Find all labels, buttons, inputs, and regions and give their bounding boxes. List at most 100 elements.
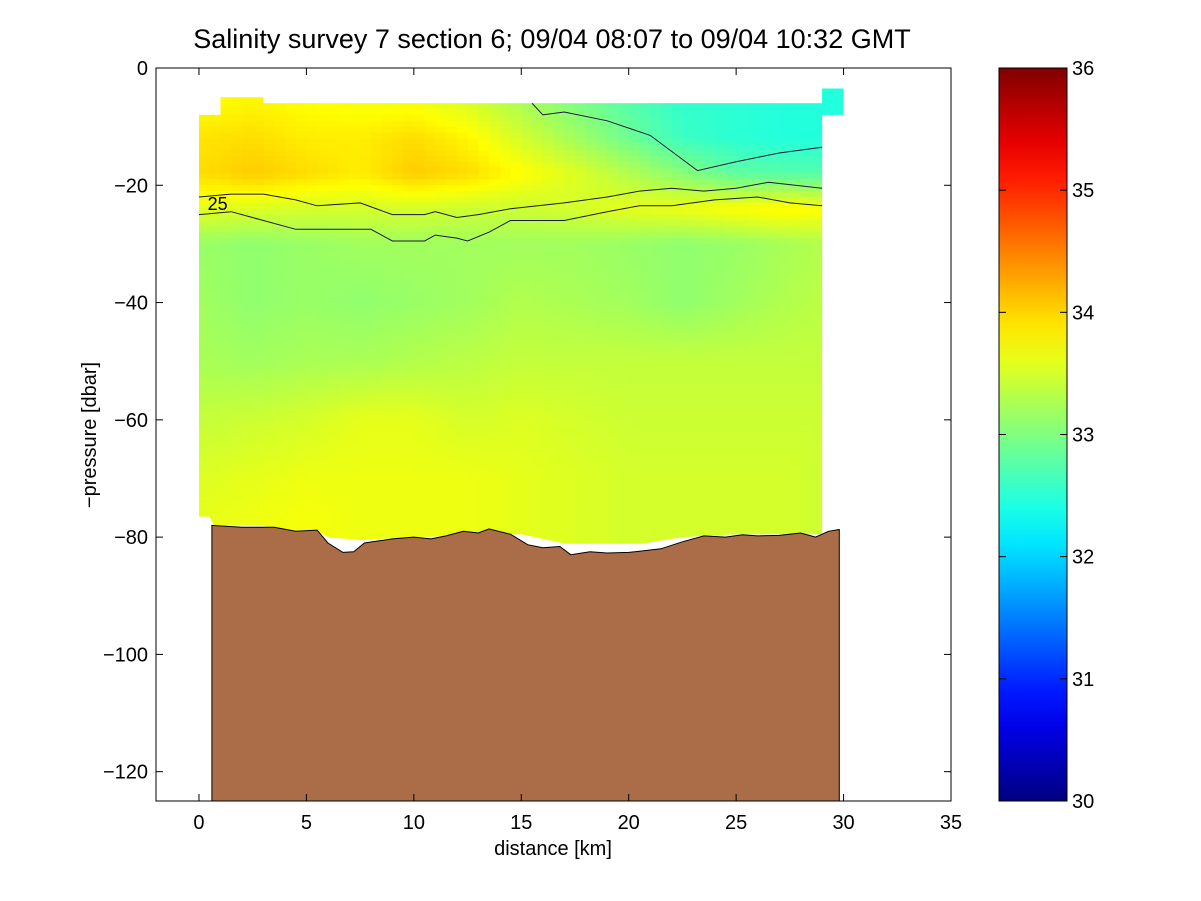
salinity-cell-2725: [564, 308, 576, 316]
salinity-cell-3243: [639, 103, 651, 110]
salinity-cell-3198: [628, 302, 641, 310]
salinity-cell-3512: [671, 290, 684, 298]
salinity-cell-27: [199, 238, 211, 245]
salinity-cell-4489: [800, 460, 813, 468]
salinity-cell-2023: [467, 361, 480, 368]
salinity-cell-2178: [489, 343, 501, 351]
salinity-cell-2854: [585, 138, 598, 146]
salinity-cell-4404: [789, 425, 802, 433]
salinity-cell-2475: [532, 232, 544, 239]
salinity-cell-890: [317, 202, 329, 210]
salinity-cell-2309: [510, 185, 522, 192]
salinity-cell-1955: [456, 425, 469, 433]
salinity-cell-954: [327, 114, 340, 122]
salinity-cell-4258: [768, 496, 780, 503]
salinity-cell-2791: [575, 232, 587, 239]
salinity-cell-1447: [392, 226, 404, 233]
salinity-cell-398: [252, 97, 265, 104]
salinity-cell-1915: [456, 191, 469, 198]
salinity-cell-4438: [800, 161, 813, 169]
salinity-cell-4585: [822, 97, 834, 104]
salinity-cell-3629: [682, 513, 694, 521]
salinity-cell-1527: [403, 232, 415, 239]
salinity-cell-1592: [413, 150, 426, 157]
salinity-cell-3023: [607, 202, 619, 210]
salinity-cell-1365: [381, 208, 394, 216]
salinity-cell-3902: [725, 261, 737, 269]
salinity-cell-4167: [757, 425, 770, 433]
salinity-cell-3230: [628, 490, 641, 497]
salinity-cell-2208: [489, 519, 501, 527]
salinity-cell-2383: [521, 156, 533, 163]
salinity-cell-2079: [478, 226, 490, 233]
salinity-cell-3410: [660, 156, 673, 163]
salinity-cell-4050: [746, 202, 759, 210]
salinity-cell-1735: [424, 525, 437, 533]
salinity-cell-1487: [392, 460, 404, 468]
salinity-cell-1888: [446, 496, 458, 503]
salinity-cell-4023: [736, 507, 748, 515]
salinity-cell-1085: [338, 419, 351, 427]
salinity-cell-878: [317, 132, 329, 140]
salinity-cell-119: [209, 314, 222, 321]
salinity-cell-3350: [650, 267, 662, 275]
salinity-cell-4083: [746, 396, 759, 404]
salinity-cell-1531: [403, 255, 415, 263]
salinity-cell-2964: [596, 320, 608, 327]
salinity-cell-1133: [349, 238, 361, 245]
salinity-cell-3971: [736, 202, 748, 210]
salinity-cell-2778: [575, 156, 587, 163]
salinity-cell-3053: [607, 378, 619, 386]
salinity-cell-3111: [618, 255, 630, 263]
salinity-cell-1156: [349, 372, 361, 380]
salinity-cell-88: [209, 132, 222, 140]
salinity-cell-4452: [800, 243, 813, 251]
salinity-cell-4443: [800, 191, 813, 198]
salinity-cell-1157: [349, 378, 361, 386]
salinity-cell-1031: [338, 103, 351, 110]
salinity-cell-3443: [660, 349, 673, 357]
salinity-cell-4418: [789, 507, 802, 515]
salinity-cell-4420: [789, 519, 802, 527]
salinity-cell-1990: [467, 167, 480, 175]
salinity-cell-622: [274, 484, 286, 491]
salinity-cell-3984: [736, 279, 748, 286]
salinity-cell-436: [252, 320, 265, 327]
salinity-cell-3740: [703, 238, 716, 245]
salinity-cell-2654: [553, 355, 565, 362]
salinity-cell-1903: [456, 120, 469, 128]
salinity-cell-1790: [435, 384, 447, 392]
salinity-cell-2427: [521, 414, 533, 421]
salinity-cell-288: [231, 378, 243, 386]
salinity-cell-2436: [521, 466, 533, 474]
salinity-cell-326: [241, 138, 254, 146]
salinity-cell-3371: [650, 390, 662, 398]
salinity-cell-333: [241, 179, 254, 187]
salinity-cell-1524: [403, 214, 415, 222]
salinity-cell-63: [199, 449, 211, 456]
salinity-cell-1860: [446, 331, 458, 339]
salinity-cell-984: [327, 290, 340, 298]
salinity-cell-3764: [703, 378, 716, 386]
salinity-cell-4127: [757, 191, 770, 198]
salinity-cell-648: [284, 173, 297, 181]
salinity-cell-734: [295, 214, 308, 222]
salinity-cell-1227: [360, 326, 372, 333]
salinity-cell-3586: [682, 261, 694, 269]
salinity-cell-2307: [510, 173, 522, 181]
salinity-cell-749: [295, 302, 308, 310]
salinity-cell-3640: [693, 114, 705, 122]
salinity-cell-2258: [499, 349, 512, 357]
salinity-cell-1749: [435, 144, 447, 151]
salinity-cell-1390: [381, 355, 394, 362]
salinity-cell-3026: [607, 220, 619, 228]
salinity-cell-3131: [618, 372, 630, 380]
salinity-cell-4297: [779, 261, 791, 269]
salinity-cell-1301: [370, 296, 383, 304]
salinity-cell-3985: [736, 285, 748, 292]
salinity-cell-4247: [768, 431, 780, 439]
salinity-cell-3193: [628, 273, 641, 280]
salinity-cell-2743: [564, 414, 576, 421]
salinity-cell-198: [220, 314, 232, 321]
salinity-cell-1825: [446, 126, 458, 134]
